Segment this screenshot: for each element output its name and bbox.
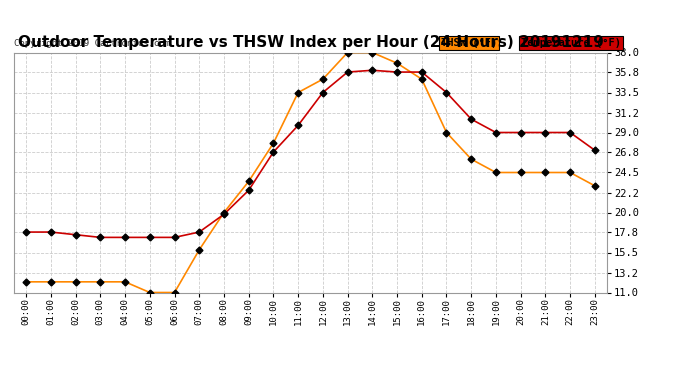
Text: Copyright 2019 Cartronics.com: Copyright 2019 Cartronics.com <box>14 39 170 48</box>
Title: Outdoor Temperature vs THSW Index per Hour (24 Hours) 20191219: Outdoor Temperature vs THSW Index per Ho… <box>17 35 604 50</box>
Text: Temperature (°F): Temperature (°F) <box>521 38 621 48</box>
Text: THSW (°F): THSW (°F) <box>441 38 497 48</box>
